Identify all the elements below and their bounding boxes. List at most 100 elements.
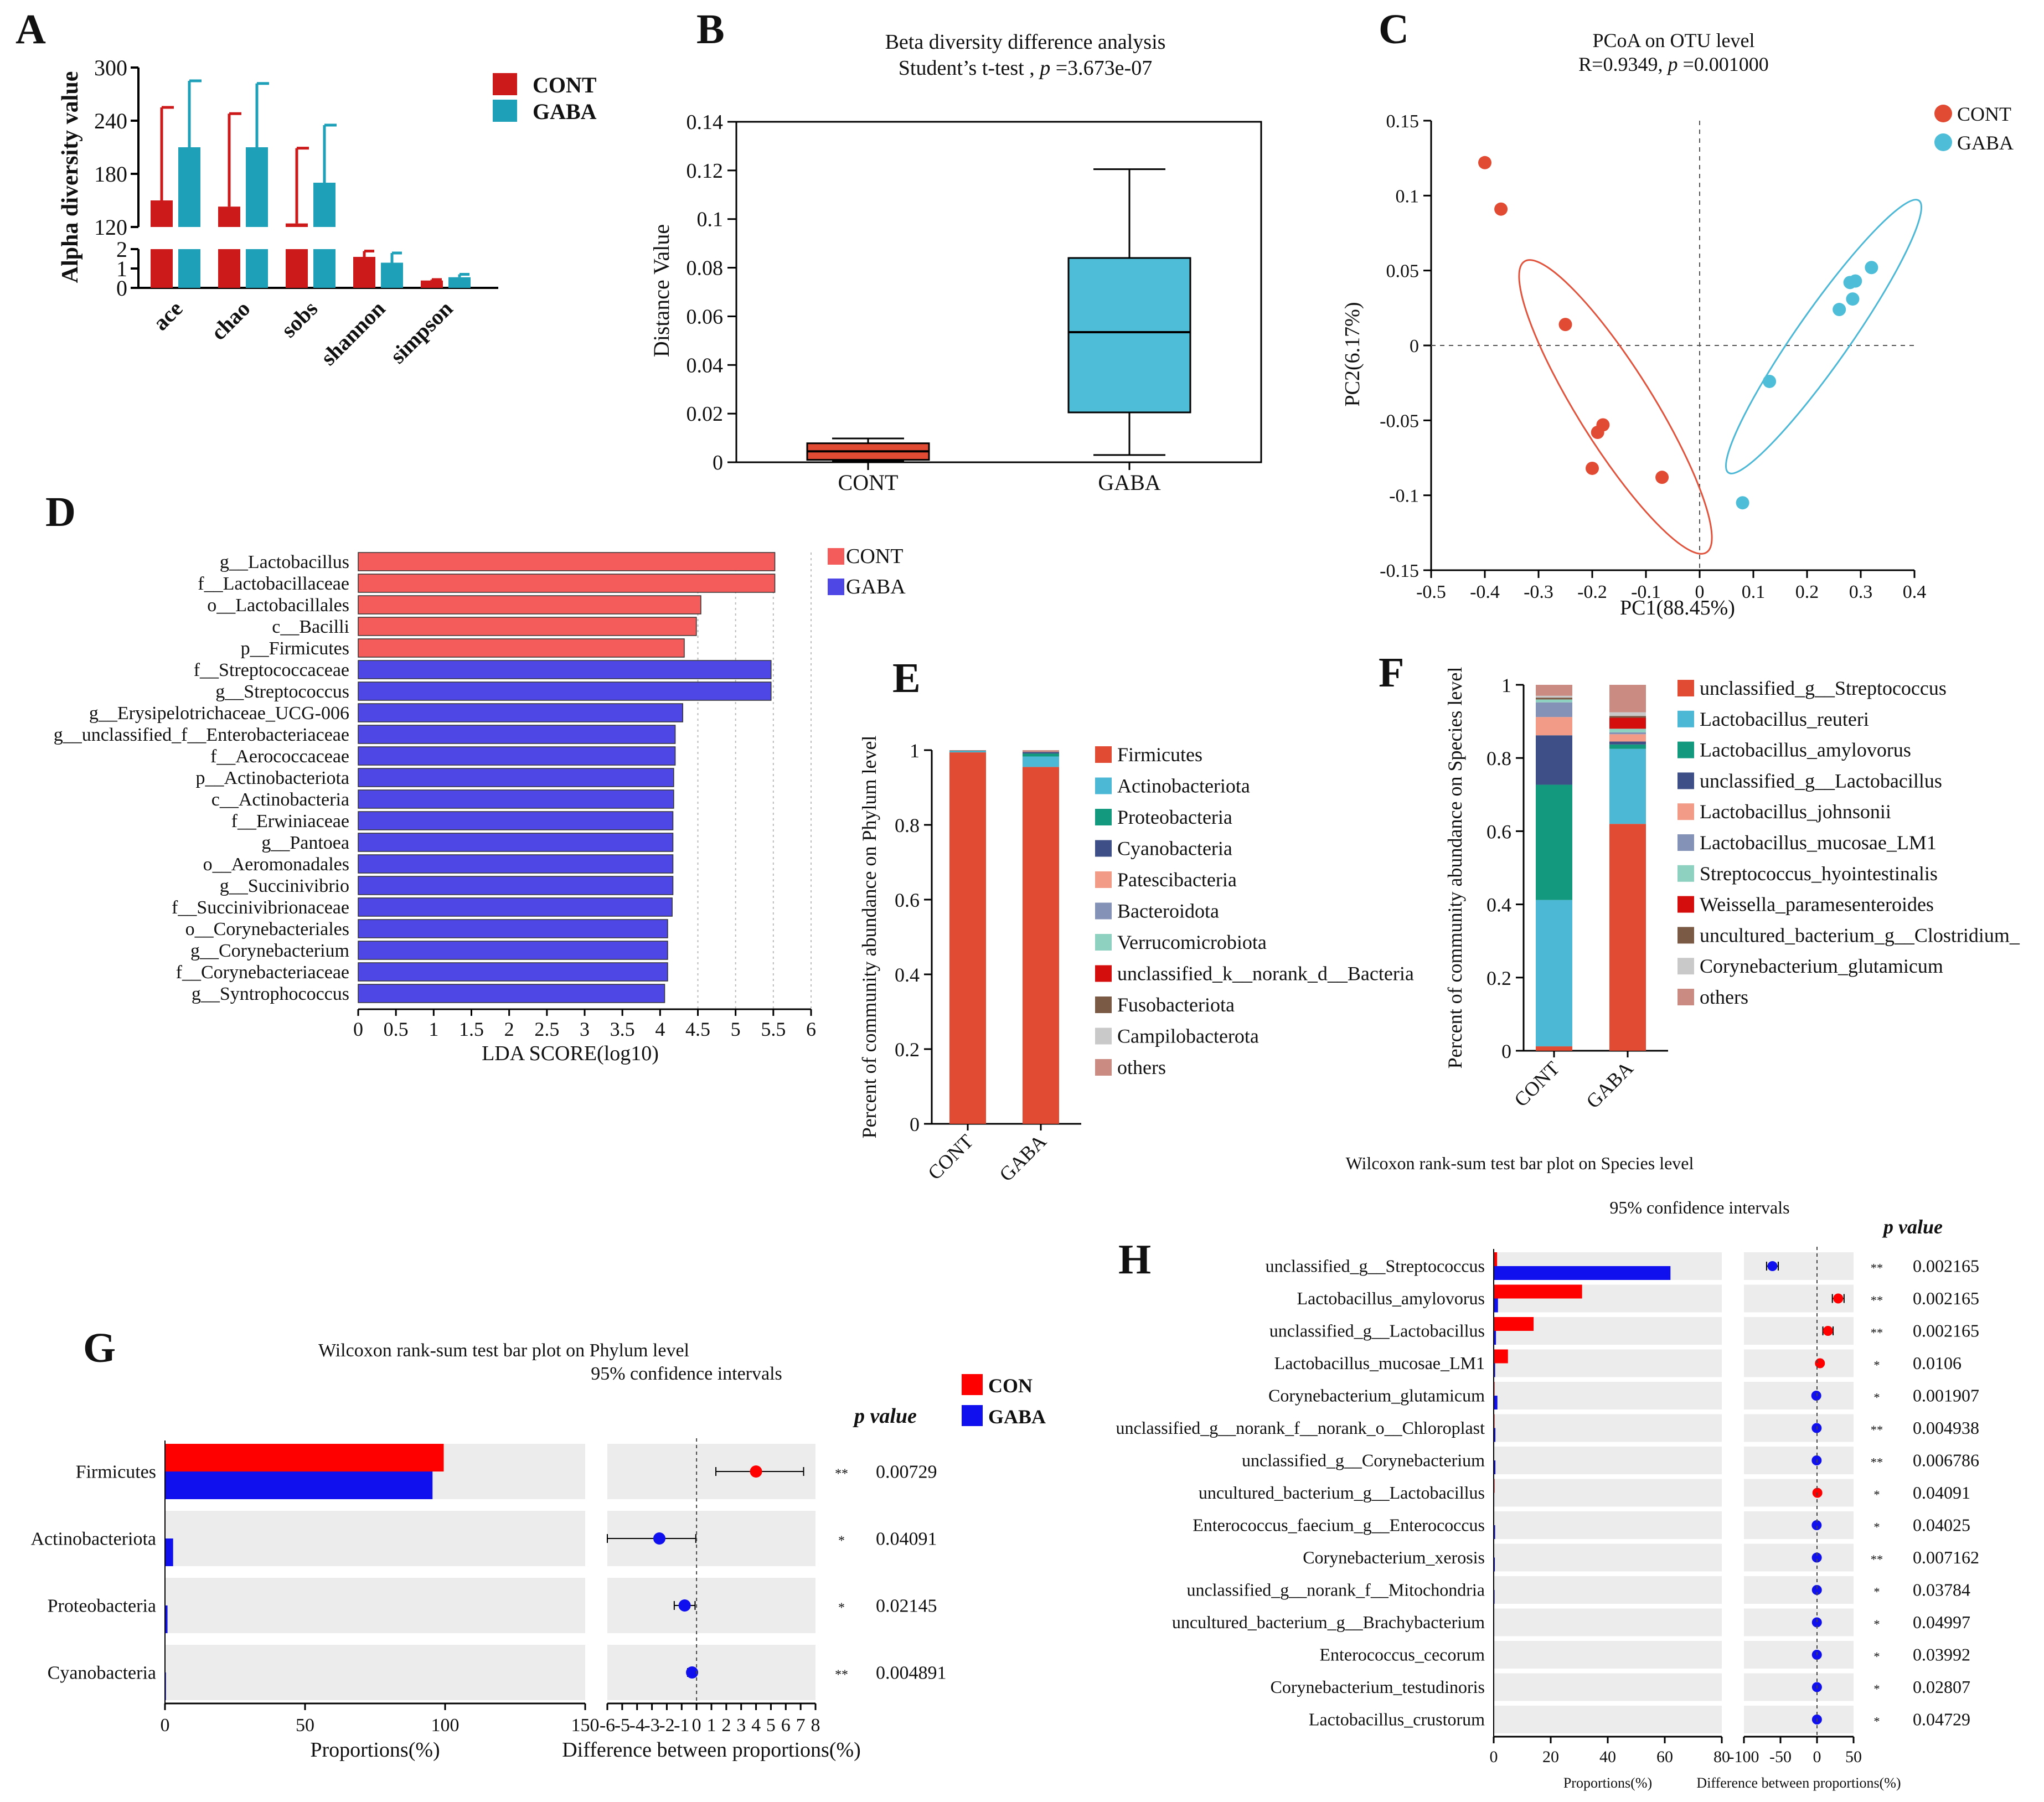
stack-segment xyxy=(1023,752,1059,754)
scatter-point xyxy=(1655,471,1669,484)
chart-title: Wilcoxon rank-sum test bar plot on Phylu… xyxy=(318,1340,689,1361)
legend-swatch xyxy=(1095,1059,1112,1076)
x-tick-label: 60 xyxy=(1656,1748,1673,1766)
x-tick-label: 4.5 xyxy=(685,1018,710,1040)
legend-label: unclassified_g__Streptococcus xyxy=(1700,677,1947,699)
row-background xyxy=(165,1645,585,1700)
p-value: 0.03784 xyxy=(1913,1580,1970,1600)
y-axis-title: Percent of community abundance on Specie… xyxy=(1444,667,1466,1069)
panel-d-lda-bar-chart: 0 0.5 1 1.5 2 2.5 3 3.5 4 4.5 5 5.5 6 LDA SCORE(log10… xyxy=(54,545,906,1065)
legend-label: Fusobacteriota xyxy=(1117,994,1235,1016)
panel-letter-h: H xyxy=(1118,1236,1151,1283)
legend-swatch xyxy=(1677,989,1694,1005)
row-background xyxy=(1744,1706,1854,1733)
row-background xyxy=(1744,1479,1854,1507)
row-background xyxy=(607,1578,815,1633)
significance-stars: * xyxy=(1873,1520,1880,1534)
legend-label: CONT xyxy=(533,73,597,97)
panel-g-phylum-wilcoxon: Firmicutes ** 0.00729 Actinobacteriota * 0.04… xyxy=(30,1340,1046,1762)
legend-label: Lactobacillus_reuteri xyxy=(1700,708,1869,730)
legend-label: CON xyxy=(988,1375,1033,1397)
panel-h-species-wilcoxon: unclassified_g__Streptococcus ** 0.002165L… xyxy=(1116,1153,1979,1791)
legend-label: Streptococcus_hyointestinalis xyxy=(1700,863,1938,885)
stack-segment xyxy=(1536,1046,1572,1051)
x-tick-label: 4 xyxy=(751,1715,761,1736)
significance-stars: ** xyxy=(835,1467,848,1481)
scatter-point xyxy=(1865,261,1878,275)
legend-swatch xyxy=(1677,741,1694,758)
panel-b-beta-diversity-boxplot: Beta diversity difference analysisStuden… xyxy=(649,30,1262,495)
p-value: 0.03992 xyxy=(1913,1645,1970,1665)
significance-stars: ** xyxy=(1871,1261,1883,1275)
proportion-bar xyxy=(1494,1428,1496,1442)
x-tick-label: 3 xyxy=(580,1018,590,1040)
legend-swatch xyxy=(1095,840,1112,857)
stack-segment xyxy=(1609,732,1646,735)
x-tick-label: 150 xyxy=(571,1715,600,1736)
proportion-bar xyxy=(1494,1525,1495,1539)
scatter-point xyxy=(1478,156,1491,169)
difference-point xyxy=(750,1465,762,1478)
proportion-bar xyxy=(1494,1396,1498,1409)
x-axis-title-left: Proportions(%) xyxy=(310,1738,440,1762)
category-label: Corynebacterium_xerosis xyxy=(1303,1547,1485,1567)
row-background xyxy=(1744,1576,1854,1604)
y-tick-label: 0.4 xyxy=(1486,894,1511,916)
y-tick-label: 0.1 xyxy=(1396,186,1420,206)
stack-segment xyxy=(1023,756,1059,767)
category-label: f__Erwiniaceae xyxy=(231,811,349,832)
legend-label: CONT xyxy=(846,545,903,568)
panel-f-species-stacked-bar: 0 0.2 0.4 0.6 0.8 1 Percent of community abund… xyxy=(1444,667,2020,1113)
stack-segment xyxy=(1023,767,1059,1124)
x-tick-label: 0.1 xyxy=(1742,582,1766,602)
significance-stars: * xyxy=(838,1600,845,1615)
y-tick-label: 0.15 xyxy=(1386,111,1420,132)
category-label: g__Succinivibrio xyxy=(220,876,349,896)
lda-bar xyxy=(358,595,701,615)
y-tick-label: 0.02 xyxy=(687,402,724,426)
category-label: o__Lactobacillales xyxy=(207,595,349,616)
category-label: Firmicutes xyxy=(76,1462,156,1482)
row-background xyxy=(1744,1317,1854,1345)
y-tick-label: 0 xyxy=(1501,1040,1511,1062)
scatter-point xyxy=(1763,374,1777,388)
stack-segment xyxy=(1536,900,1572,1047)
x-tick-label: 5.5 xyxy=(761,1018,786,1040)
chart-title: Beta diversity difference analysis xyxy=(885,30,1166,54)
stack-segment xyxy=(1536,702,1572,717)
x-tick-label: -3 xyxy=(644,1715,659,1736)
proportion-bar xyxy=(165,1605,168,1633)
p-value: 0.04729 xyxy=(1913,1710,1970,1729)
row-background xyxy=(1494,1673,1722,1701)
x-axis-title-right: Difference between proportions(%) xyxy=(562,1738,861,1762)
legend-swatch xyxy=(962,1374,983,1395)
p-value: 0.004938 xyxy=(1913,1418,1979,1438)
lda-bar xyxy=(358,854,674,874)
stack-segment xyxy=(1609,734,1646,742)
chart-subtitle: R=0.9349, p =0.001000 xyxy=(1578,53,1769,75)
stack-segment xyxy=(1536,784,1572,900)
y-tick-label: 0.2 xyxy=(1486,967,1511,989)
bar xyxy=(246,147,268,227)
proportion-bar xyxy=(1494,1298,1498,1313)
category-label: g__Streptococcus xyxy=(215,681,349,702)
legend-swatch xyxy=(1095,809,1112,825)
p-value: 0.004891 xyxy=(876,1662,947,1683)
x-axis-title-left: Proportions(%) xyxy=(1563,1775,1652,1791)
category-label: f__Succinivibrionaceae xyxy=(172,897,349,918)
legend-swatch xyxy=(1677,710,1694,727)
row-background xyxy=(1494,1414,1722,1442)
x-tick-label: 2 xyxy=(721,1715,731,1736)
difference-point xyxy=(1811,1585,1822,1595)
lda-bar xyxy=(358,725,676,744)
row-background xyxy=(1744,1252,1854,1280)
chart-subtitle: 95% confidence intervals xyxy=(591,1364,782,1384)
panel-letter-g: G xyxy=(83,1325,116,1371)
bar xyxy=(178,249,200,288)
lda-bar xyxy=(358,789,674,809)
p-value: 0.04091 xyxy=(876,1529,937,1549)
legend-label: GABA xyxy=(533,99,597,124)
category-label: uncultured_bacterium_g__Lactobacillus xyxy=(1199,1483,1485,1502)
lda-bar xyxy=(358,574,776,593)
